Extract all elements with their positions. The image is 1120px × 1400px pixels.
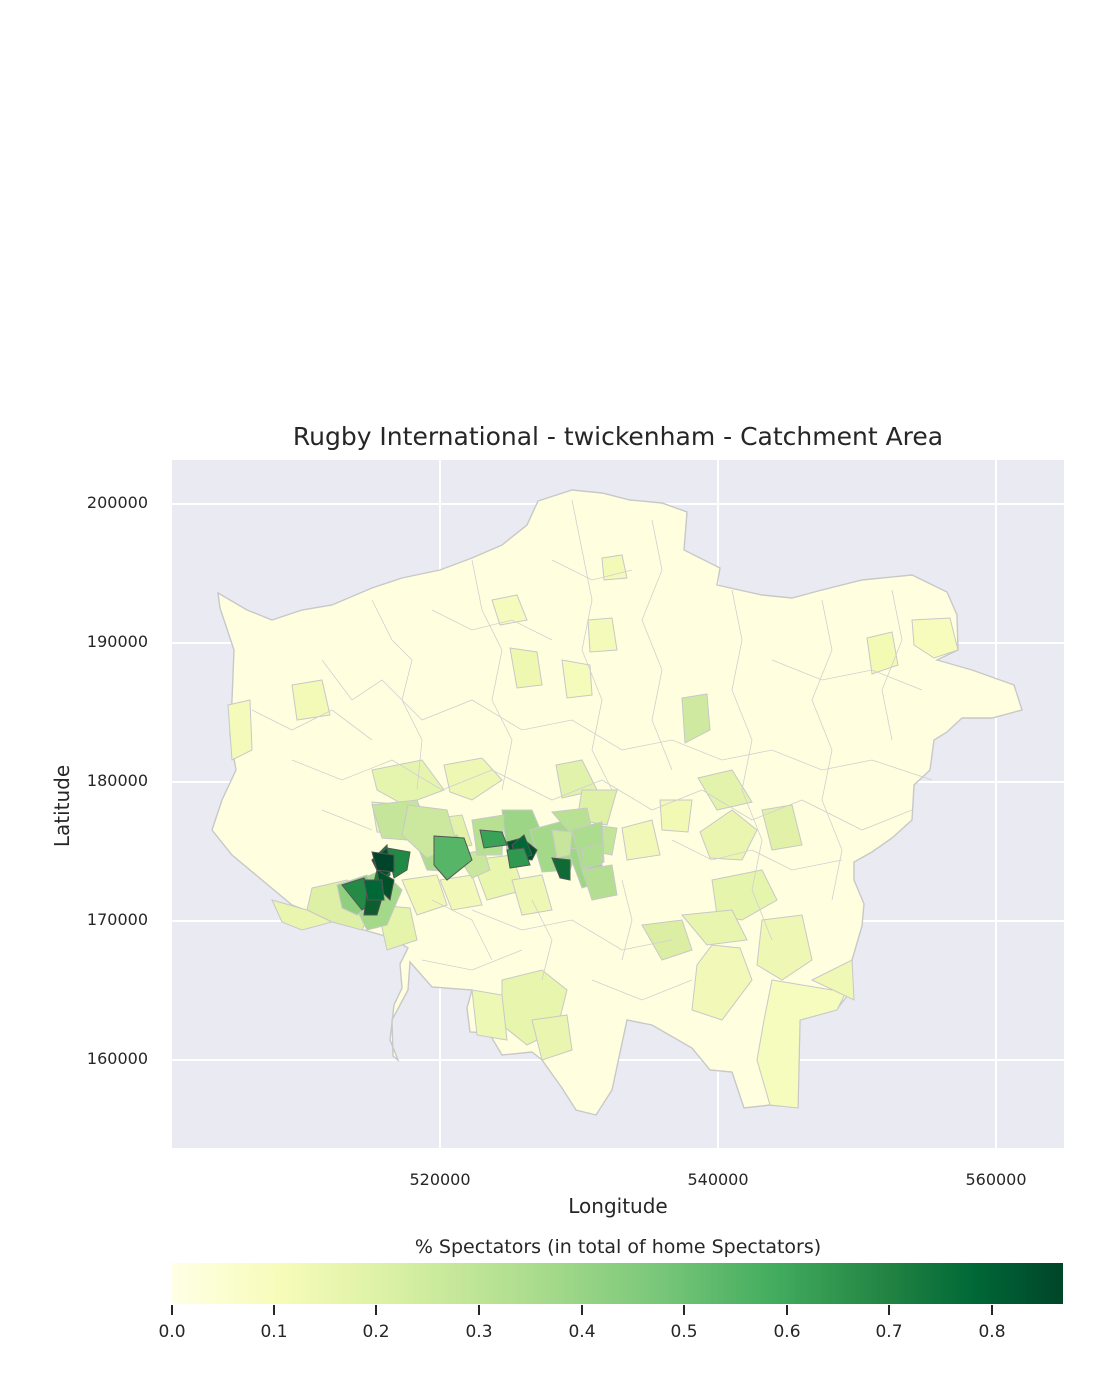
colorbar-tick [683,1305,685,1315]
colorbar-tick-label: 0.4 [568,1322,596,1342]
colorbar-tick-label: 0.1 [260,1322,288,1342]
colorbar-tick-label: 0.3 [465,1322,493,1342]
x-tick-label: 560000 [965,1170,1027,1189]
colorbar-tick-label: 0.8 [978,1322,1006,1342]
colorbar [172,1263,1063,1304]
colorbar-tick-label: 0.6 [773,1322,801,1342]
map-svg [172,460,1064,1148]
colorbar-tick [786,1305,788,1315]
y-tick-label: 170000 [86,910,148,929]
map-plot-area [172,460,1064,1148]
colorbar-tick [375,1305,377,1315]
x-axis-label: Longitude [568,1194,668,1218]
colorbar-label: % Spectators (in total of home Spectator… [414,1236,822,1258]
districts-high [341,829,571,916]
colorbar-tick [171,1305,173,1315]
london-boundary [211,489,1023,1116]
colorbar-tick [581,1305,583,1315]
colorbar-tick [273,1305,275,1315]
district-lines [251,499,933,1001]
colorbar-tick-label: 0.2 [362,1322,390,1342]
y-tick-label: 160000 [86,1049,148,1068]
colorbar-tick-label: 0.7 [875,1322,903,1342]
x-tick-label: 540000 [687,1170,749,1189]
colorbar-tick-label: 0.0 [158,1322,186,1342]
colorbar-tick [478,1305,480,1315]
y-tick-label: 180000 [86,771,148,790]
chart-title: Rugby International - twickenham - Catch… [292,422,944,451]
colorbar-tick [888,1305,890,1315]
y-tick-label: 200000 [86,493,148,512]
y-axis-label: Latitude [50,764,74,848]
x-tick-label: 520000 [409,1170,471,1189]
colorbar-tick-label: 0.5 [670,1322,698,1342]
colorbar-tick [991,1305,993,1315]
y-tick-label: 190000 [86,632,148,651]
